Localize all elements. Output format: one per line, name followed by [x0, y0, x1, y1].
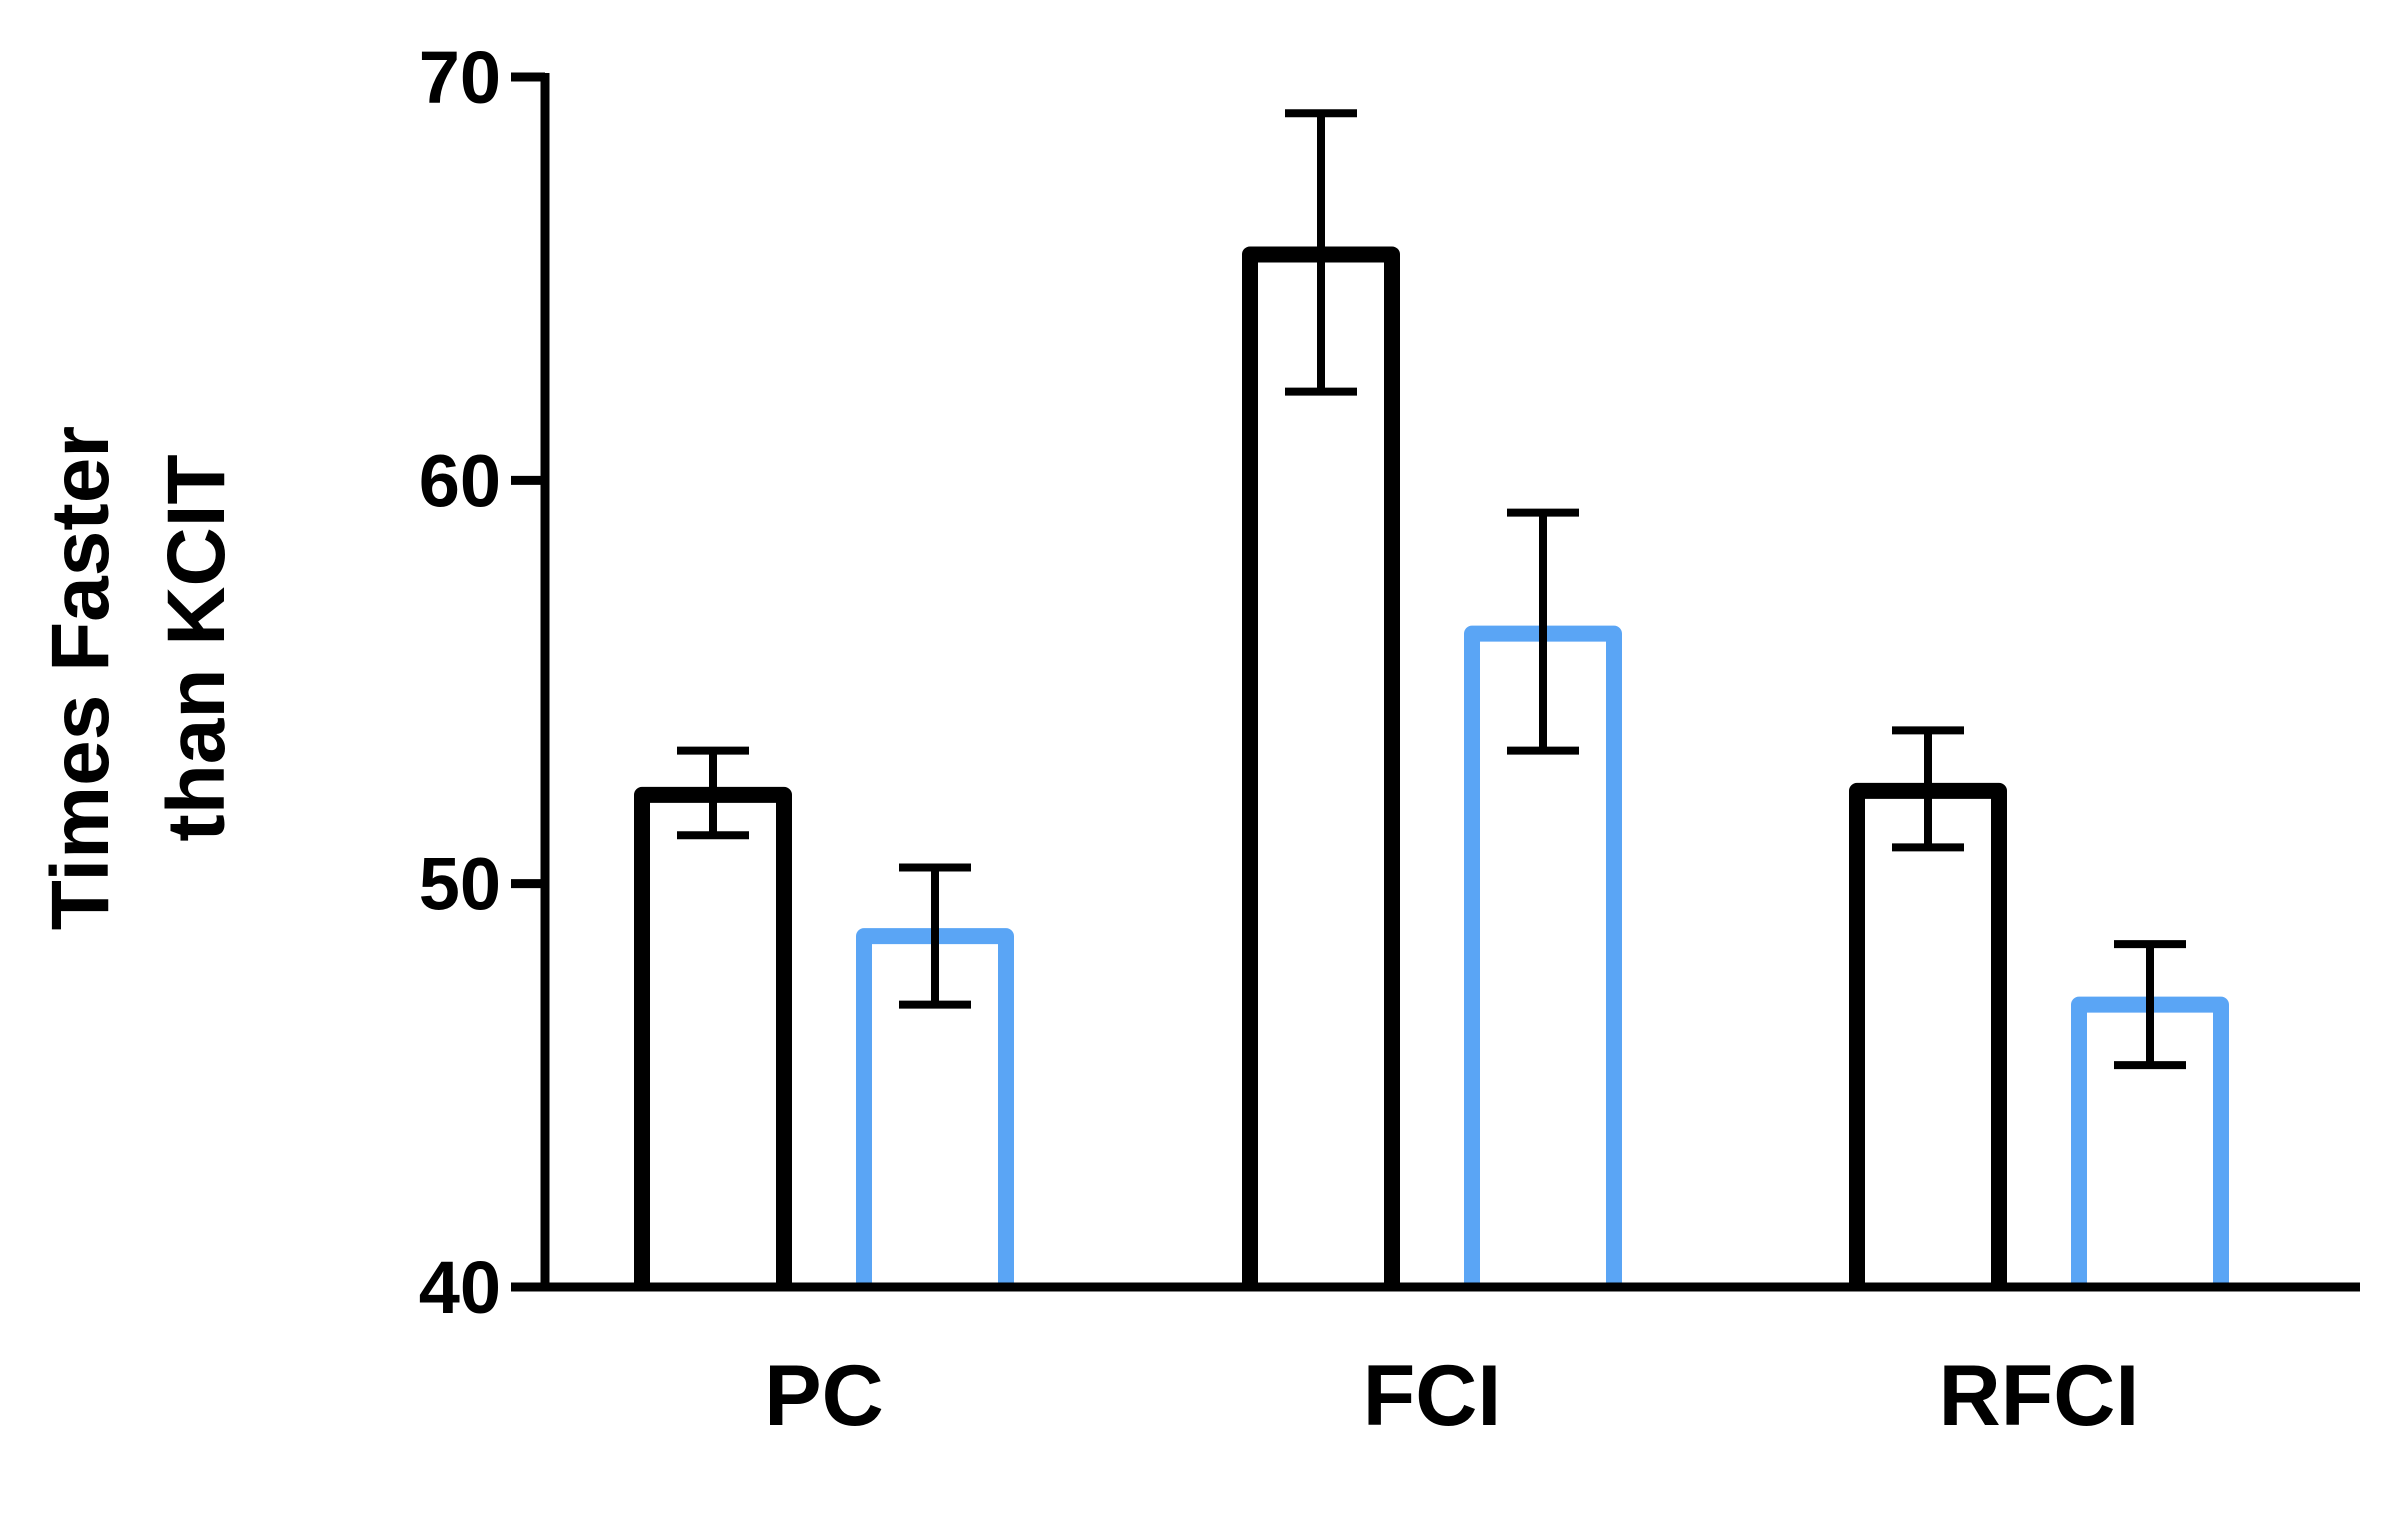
bar-series-1-pc — [634, 786, 792, 1287]
error-bar-series-1-rfci — [1892, 726, 1964, 852]
bars — [634, 246, 2229, 1287]
bar-series-1-fci — [1242, 246, 1400, 1287]
error-bar-series-2-pc — [899, 863, 971, 1009]
axes — [540, 73, 2360, 1292]
category-label-rfci: RFCI — [1939, 1348, 2140, 1444]
y-tick-label-50: 50 — [419, 843, 501, 926]
y-tick-label-60: 60 — [419, 439, 501, 522]
bar-series-1-rfci — [1849, 782, 2007, 1287]
error-bar-series-1-fci — [1285, 109, 1357, 396]
error-bar-series-1-pc — [677, 746, 749, 840]
x-axis-categories: PC FCI RFCI — [764, 1348, 2139, 1444]
y-axis-title: Times Faster than KCIT — [35, 426, 242, 930]
error-bars — [677, 109, 2186, 1070]
category-label-fci: FCI — [1363, 1348, 1502, 1444]
error-bar-series-2-fci — [1507, 508, 1579, 755]
y-tick-label-70: 70 — [419, 36, 501, 119]
category-label-pc: PC — [764, 1348, 883, 1444]
y-axis-title-line-1: Times Faster — [35, 426, 126, 930]
error-bar-series-2-rfci — [2114, 940, 2186, 1070]
y-axis-ticks: 40 50 60 70 — [419, 36, 545, 1329]
y-axis-title-line-2: than KCIT — [151, 454, 242, 841]
y-tick-label-40: 40 — [419, 1246, 501, 1329]
